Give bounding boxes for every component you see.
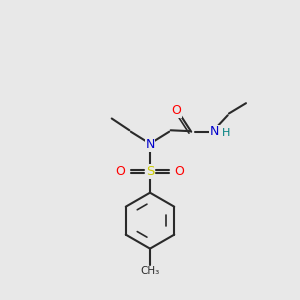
Text: O: O [172, 104, 182, 117]
Text: O: O [116, 165, 125, 178]
Text: CH₃: CH₃ [140, 266, 160, 276]
Text: N: N [145, 139, 155, 152]
Text: S: S [146, 165, 154, 178]
Text: H: H [222, 128, 231, 138]
Text: O: O [175, 165, 184, 178]
Text: N: N [209, 125, 219, 138]
